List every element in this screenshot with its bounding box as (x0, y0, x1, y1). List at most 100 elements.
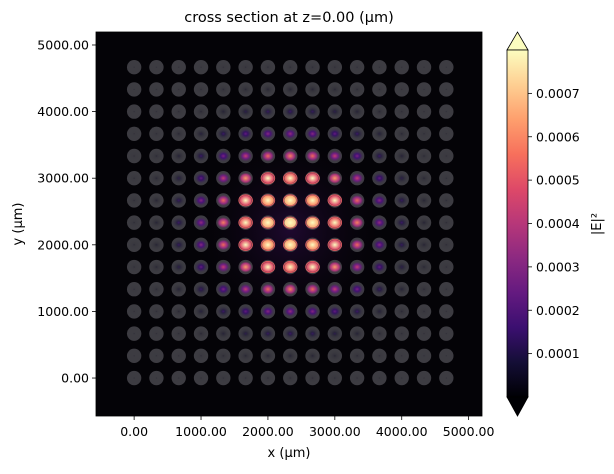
field-intensity-spot (149, 283, 164, 296)
field-intensity-spot (149, 349, 164, 362)
field-intensity-spot (126, 83, 142, 96)
field-intensity-spot (126, 283, 142, 296)
field-intensity-spot (439, 172, 454, 185)
field-intensity-spot (327, 327, 343, 340)
colorbar-extend-bottom (506, 396, 529, 417)
field-intensity-spot (416, 305, 432, 318)
field-intensity-spot (439, 149, 454, 163)
field-intensity-spot (305, 305, 320, 318)
field-intensity-spot (216, 83, 231, 96)
center-glow (190, 130, 390, 330)
field-intensity-spot (260, 327, 276, 340)
field-intensity-spot (439, 105, 454, 118)
field-intensity-spot (171, 238, 186, 251)
x-tick-label: 4000.00 (376, 424, 428, 439)
field-intensity-spot (439, 349, 454, 362)
field-intensity-spot (305, 172, 320, 185)
field-intensity-spot (171, 149, 186, 163)
field-ring (260, 194, 276, 207)
field-intensity-spot (149, 216, 164, 229)
field-intensity-spot (416, 172, 432, 185)
field-intensity-spot (171, 216, 186, 229)
field-intensity-spot (394, 238, 409, 251)
field-intensity-spot (416, 61, 432, 74)
field-intensity-spot (305, 349, 320, 362)
field-intensity-spot (149, 260, 164, 274)
field-intensity-spot (394, 283, 409, 296)
field-intensity-spot (238, 216, 253, 229)
chart-title: cross section at z=0.00 (µm) (184, 10, 394, 26)
field-intensity-spot (171, 105, 186, 118)
field-intensity-spot (238, 83, 253, 96)
field-intensity-spot (126, 349, 142, 362)
field-intensity-spot (238, 283, 253, 296)
field-intensity-spot (327, 305, 343, 318)
field-intensity-spot (305, 127, 320, 140)
field-intensity-spot (372, 283, 387, 296)
field-intensity-spot (238, 194, 253, 207)
field-intensity-spot (171, 327, 186, 340)
x-tick-label: 2000.00 (242, 424, 294, 439)
field-intensity-spot (193, 283, 209, 296)
field-intensity-spot (193, 260, 209, 274)
field-intensity-spot (149, 194, 164, 207)
field-intensity-spot (349, 127, 365, 140)
field-intensity-spot (327, 149, 343, 163)
y-axis-ticks: 0.00 1000.00 2000.00 3000.00 4000.00 5000.00 (37, 37, 96, 386)
field-intensity-spot (171, 127, 186, 140)
field-intensity-spot (283, 172, 298, 185)
field-intensity-spot (260, 238, 276, 251)
field-intensity-spot (260, 283, 276, 296)
field-intensity-spot (171, 61, 186, 74)
field-intensity-spot (283, 83, 298, 96)
field-intensity-spot (416, 283, 432, 296)
field-intensity-spot (126, 305, 142, 318)
field-ring (305, 216, 320, 229)
field-ring (327, 238, 343, 251)
field-intensity-spot (171, 194, 186, 207)
field-intensity-spot (149, 238, 164, 251)
field-intensity-spot (327, 260, 343, 274)
field-intensity-spot (372, 172, 387, 185)
field-ring (283, 172, 298, 185)
field-intensity-spot (327, 216, 343, 229)
field-intensity-spot (372, 238, 387, 251)
x-tick-label: 3000.00 (309, 424, 361, 439)
field-intensity-spot (439, 61, 454, 74)
field-intensity-spot (305, 194, 320, 207)
field-intensity-spot (439, 194, 454, 207)
field-intensity-spot (305, 149, 320, 163)
y-axis-label: y (µm) (11, 203, 26, 246)
field-ring (305, 238, 320, 251)
colorbar-ticks: 0.0001 0.0002 0.0003 0.0004 0.0005 0.0006 0.00… (528, 86, 580, 361)
field-intensity-spot (149, 61, 164, 74)
field-intensity-spot (327, 283, 343, 296)
field-intensity-spot (327, 83, 343, 96)
colorbar-extend-top (506, 31, 529, 51)
field-intensity-spot (349, 371, 365, 385)
colorbar-tick-label: 0.0003 (536, 259, 580, 274)
field-intensity-spot (439, 283, 454, 296)
field-intensity-spot (394, 260, 409, 274)
field-intensity-spot (327, 105, 343, 118)
field-intensity-spot (171, 172, 186, 185)
field-intensity-spot (394, 305, 409, 318)
field-intensity-spot (238, 127, 253, 140)
field-intensity-spot (126, 327, 142, 340)
field-intensity-spot (149, 83, 164, 96)
field-intensity-spot (416, 349, 432, 362)
field-intensity-spot (171, 305, 186, 318)
resonator-marks (126, 59, 454, 386)
colorbar-tick-label: 0.0001 (536, 346, 580, 361)
field-intensity-spot (126, 61, 142, 74)
field-intensity-spot (126, 194, 142, 207)
field-intensity-spot (416, 83, 432, 96)
field-ring (283, 261, 298, 274)
field-intensity-spot (238, 238, 253, 251)
field-intensity-spot (372, 127, 387, 140)
field-intensity-spot (216, 305, 231, 318)
field-intensity-spot (193, 61, 209, 74)
field-intensity-spot (416, 216, 432, 229)
field-intensity-spot (394, 83, 409, 96)
field-intensity-spot (193, 371, 209, 385)
